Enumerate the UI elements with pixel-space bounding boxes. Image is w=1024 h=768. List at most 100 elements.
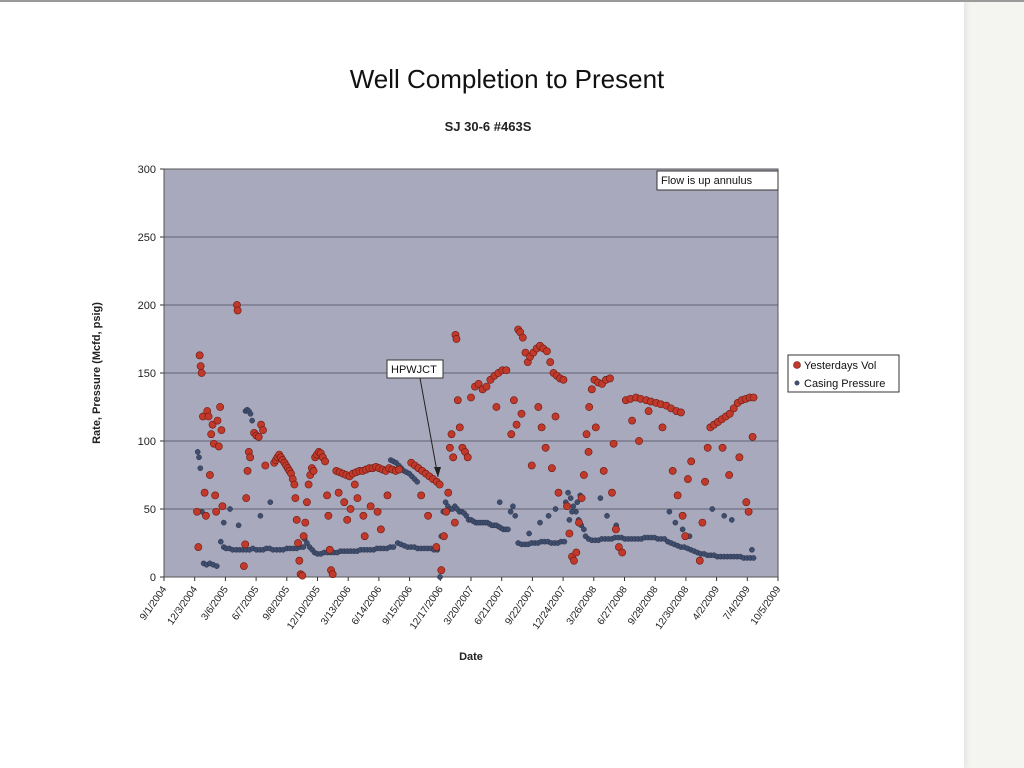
- point-casing-pressure: [505, 526, 511, 533]
- point-yesterdays-vol: [744, 507, 753, 516]
- point-casing-pressure: [437, 574, 443, 580]
- point-yesterdays-vol: [534, 403, 543, 411]
- point-yesterdays-vol: [453, 396, 462, 405]
- point-yesterdays-vol: [376, 525, 385, 534]
- point-yesterdays-vol: [455, 423, 464, 432]
- point-yesterdays-vol: [608, 488, 616, 497]
- point-yesterdays-vol: [304, 480, 313, 489]
- x-tick-label: 3/20/2007: [442, 584, 477, 627]
- point-yesterdays-vol: [437, 566, 446, 575]
- point-casing-pressure: [526, 530, 532, 537]
- point-yesterdays-vol: [360, 532, 369, 541]
- point-yesterdays-vol: [701, 477, 709, 486]
- annotation-hpwjct-text: HPWJCT: [391, 364, 437, 376]
- point-yesterdays-vol: [577, 494, 586, 503]
- point-yesterdays-vol: [259, 426, 267, 435]
- point-yesterdays-vol: [321, 457, 329, 466]
- point-casing-pressure: [570, 503, 577, 510]
- x-tick-label: 9/15/2006: [381, 584, 416, 627]
- point-casing-pressure: [672, 519, 679, 526]
- point-yesterdays-vol: [214, 442, 223, 451]
- point-yesterdays-vol: [295, 556, 304, 565]
- point-yesterdays-vol: [559, 375, 568, 384]
- point-yesterdays-vol: [246, 453, 255, 462]
- point-casing-pressure: [566, 517, 573, 523]
- point-yesterdays-vol: [346, 505, 355, 513]
- x-axis-label: Date: [459, 651, 483, 663]
- point-yesterdays-vol: [517, 409, 526, 418]
- point-yesterdays-vol: [579, 471, 588, 479]
- point-yesterdays-vol: [606, 374, 614, 383]
- point-yesterdays-vol: [729, 404, 738, 413]
- point-yesterdays-vol: [543, 347, 551, 356]
- point-yesterdays-vol: [582, 430, 591, 439]
- legend-label-yesterdays-vol: Yesterdays Vol: [804, 360, 876, 372]
- point-yesterdays-vol: [261, 461, 270, 470]
- point-yesterdays-vol: [518, 333, 527, 342]
- point-yesterdays-vol: [492, 403, 501, 411]
- point-yesterdays-vol: [599, 467, 608, 475]
- point-yesterdays-vol: [444, 488, 453, 497]
- point-casing-pressure: [561, 538, 568, 545]
- point-yesterdays-vol: [678, 511, 687, 520]
- y-tick-label: 200: [138, 300, 156, 312]
- y-tick-label: 250: [138, 232, 156, 244]
- point-yesterdays-vol: [591, 423, 600, 432]
- point-casing-pressure: [214, 563, 220, 569]
- point-yesterdays-vol: [291, 494, 300, 503]
- point-casing-pressure: [196, 454, 202, 461]
- point-yesterdays-vol: [217, 426, 226, 435]
- point-yesterdays-vol: [467, 393, 475, 402]
- point-yesterdays-vol: [512, 420, 521, 429]
- point-yesterdays-vol: [551, 412, 560, 421]
- point-yesterdays-vol: [537, 423, 546, 432]
- point-yesterdays-vol: [644, 407, 653, 415]
- annotation-hpwjct: HPWJCT: [386, 359, 444, 478]
- grid-lines: [164, 236, 778, 510]
- point-casing-pressure: [390, 544, 397, 550]
- point-yesterdays-vol: [673, 491, 682, 500]
- point-yesterdays-vol: [205, 471, 214, 479]
- legend-marker-casing-pressure: [794, 380, 800, 386]
- point-yesterdays-vol: [502, 366, 511, 375]
- annotation-hpwjct-arrowhead: [434, 467, 441, 477]
- point-casing-pressure: [545, 513, 552, 519]
- series-layer: [193, 301, 758, 580]
- point-yesterdays-vol: [450, 518, 459, 527]
- point-yesterdays-vol: [202, 511, 210, 520]
- point-yesterdays-vol: [565, 529, 574, 538]
- x-tick-label: 9/22/2007: [503, 584, 538, 627]
- x-tick-label: 9/1/2004: [138, 584, 170, 623]
- point-casing-pressure: [194, 449, 201, 455]
- point-yesterdays-vol: [698, 518, 707, 527]
- point-yesterdays-vol: [353, 494, 362, 503]
- point-yesterdays-vol: [749, 393, 758, 402]
- x-tick-label: 3/26/2008: [565, 584, 600, 627]
- y-axis-label: Rate, Pressure (Mcfd, psig): [91, 302, 103, 444]
- point-yesterdays-vol: [309, 467, 318, 475]
- point-yesterdays-vol: [242, 494, 251, 503]
- point-casing-pressure: [257, 513, 264, 519]
- point-casing-pressure: [507, 508, 514, 515]
- x-tick-label: 9/28/2008: [626, 584, 661, 627]
- point-yesterdays-vol: [195, 351, 204, 360]
- point-casing-pressure: [597, 495, 604, 501]
- point-yesterdays-vol: [445, 443, 454, 452]
- point-casing-pressure: [569, 508, 575, 515]
- point-yesterdays-vol: [474, 379, 483, 388]
- point-yesterdays-vol: [299, 532, 308, 541]
- point-casing-pressure: [496, 499, 503, 506]
- point-yesterdays-vol: [243, 467, 252, 475]
- point-casing-pressure: [247, 410, 254, 417]
- x-tick-label: 6/7/2005: [230, 584, 262, 623]
- point-casing-pressure: [227, 506, 233, 512]
- point-yesterdays-vol: [725, 409, 734, 418]
- point-yesterdays-vol: [452, 335, 461, 343]
- point-yesterdays-vol: [668, 467, 677, 475]
- point-yesterdays-vol: [424, 511, 432, 520]
- point-yesterdays-vol: [554, 488, 563, 497]
- point-yesterdays-vol: [575, 518, 583, 527]
- point-yesterdays-vol: [213, 416, 222, 425]
- point-yesterdays-vol: [447, 430, 456, 439]
- point-yesterdays-vol: [239, 562, 248, 571]
